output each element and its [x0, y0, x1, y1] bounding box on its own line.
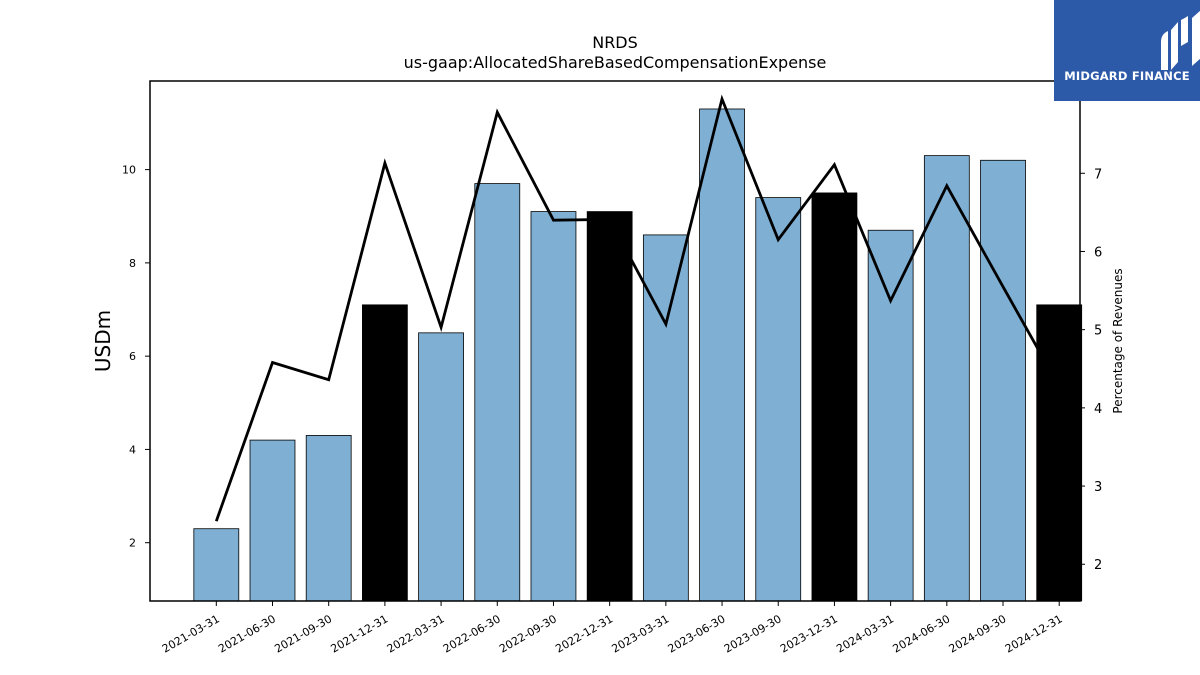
x-tick-label: 2021-06-30	[216, 612, 278, 655]
line-path	[214, 94, 1061, 522]
y2-tick-label: 3	[1094, 480, 1102, 495]
logo-text: MIDGARD FINANCE	[1064, 69, 1190, 83]
y-axis-label: USDm	[91, 310, 115, 372]
x-tick-label: 2024-03-31	[834, 612, 896, 655]
x-tick-label: 2022-09-30	[497, 612, 559, 655]
bar-2022-12-31	[586, 211, 633, 602]
x-tick-label: 2021-03-31	[160, 612, 222, 655]
bar-2022-09-30	[530, 211, 577, 602]
midgard-finance-logo: MIDGARD FINANCE	[1054, 0, 1200, 101]
bar-2023-09-30	[755, 197, 802, 602]
x-tick-label: 2023-12-31	[778, 612, 840, 655]
bar-2024-03-31	[867, 229, 914, 602]
plot-frame	[149, 80, 1081, 602]
x-tick-label: 2022-06-30	[441, 612, 503, 655]
x-tick-label: 2024-12-31	[1003, 612, 1065, 655]
bar-2024-12-31	[1036, 304, 1083, 602]
bar-2021-06-30	[249, 439, 296, 602]
bar-2021-09-30	[305, 435, 352, 602]
y-tick-label: 4	[129, 443, 136, 456]
x-tick-label: 2023-06-30	[666, 612, 728, 655]
bar-series	[193, 108, 1083, 602]
x-tick-label: 2024-09-30	[947, 612, 1009, 655]
y-tick-label: 10	[122, 164, 136, 177]
x-tick-label: 2023-03-31	[609, 612, 671, 655]
x-tick-label: 2022-03-31	[385, 612, 447, 655]
y2-axis-label: Percentage of Revenues	[1111, 268, 1125, 413]
bar-2021-12-31	[362, 304, 408, 602]
revenue-percentage-line	[214, 94, 1061, 522]
bar-2022-06-30	[474, 183, 521, 602]
bar-2024-06-30	[923, 155, 970, 602]
y2-tick-label: 5	[1094, 324, 1102, 339]
bar-2022-03-31	[418, 332, 464, 602]
x-axis: 2021-03-312021-06-302021-09-302021-12-31…	[160, 601, 1065, 656]
chart-title: NRDS	[592, 33, 638, 52]
y2-tick-label: 2	[1094, 558, 1102, 573]
x-tick-label: 2024-06-30	[890, 612, 952, 655]
x-tick-label: 2022-12-31	[553, 612, 615, 655]
midgard-logo-icon	[1161, 10, 1200, 70]
bar-2023-06-30	[699, 108, 745, 602]
y-axis-left: 2 4 6 8 10	[122, 164, 150, 550]
y-tick-label: 6	[129, 350, 136, 363]
x-tick-label: 2021-09-30	[272, 612, 334, 655]
y-tick-label: 2	[129, 537, 136, 550]
y2-tick-label: 4	[1094, 402, 1102, 417]
x-tick-label: 2021-12-31	[329, 612, 391, 655]
y2-tick-label: 7	[1094, 167, 1102, 182]
y-tick-label: 8	[129, 257, 136, 270]
bar-2021-03-31	[193, 528, 240, 602]
x-tick-label: 2023-09-30	[722, 612, 784, 655]
y2-tick-label: 6	[1094, 245, 1102, 260]
chart-subtitle: us-gaap:AllocatedShareBasedCompensationE…	[403, 53, 827, 72]
bar-2023-03-31	[642, 234, 689, 602]
bar-2024-09-30	[980, 159, 1026, 602]
bar-2023-12-31	[811, 192, 858, 602]
y-axis-right: 2 3 4 5 6 7	[1080, 167, 1102, 573]
